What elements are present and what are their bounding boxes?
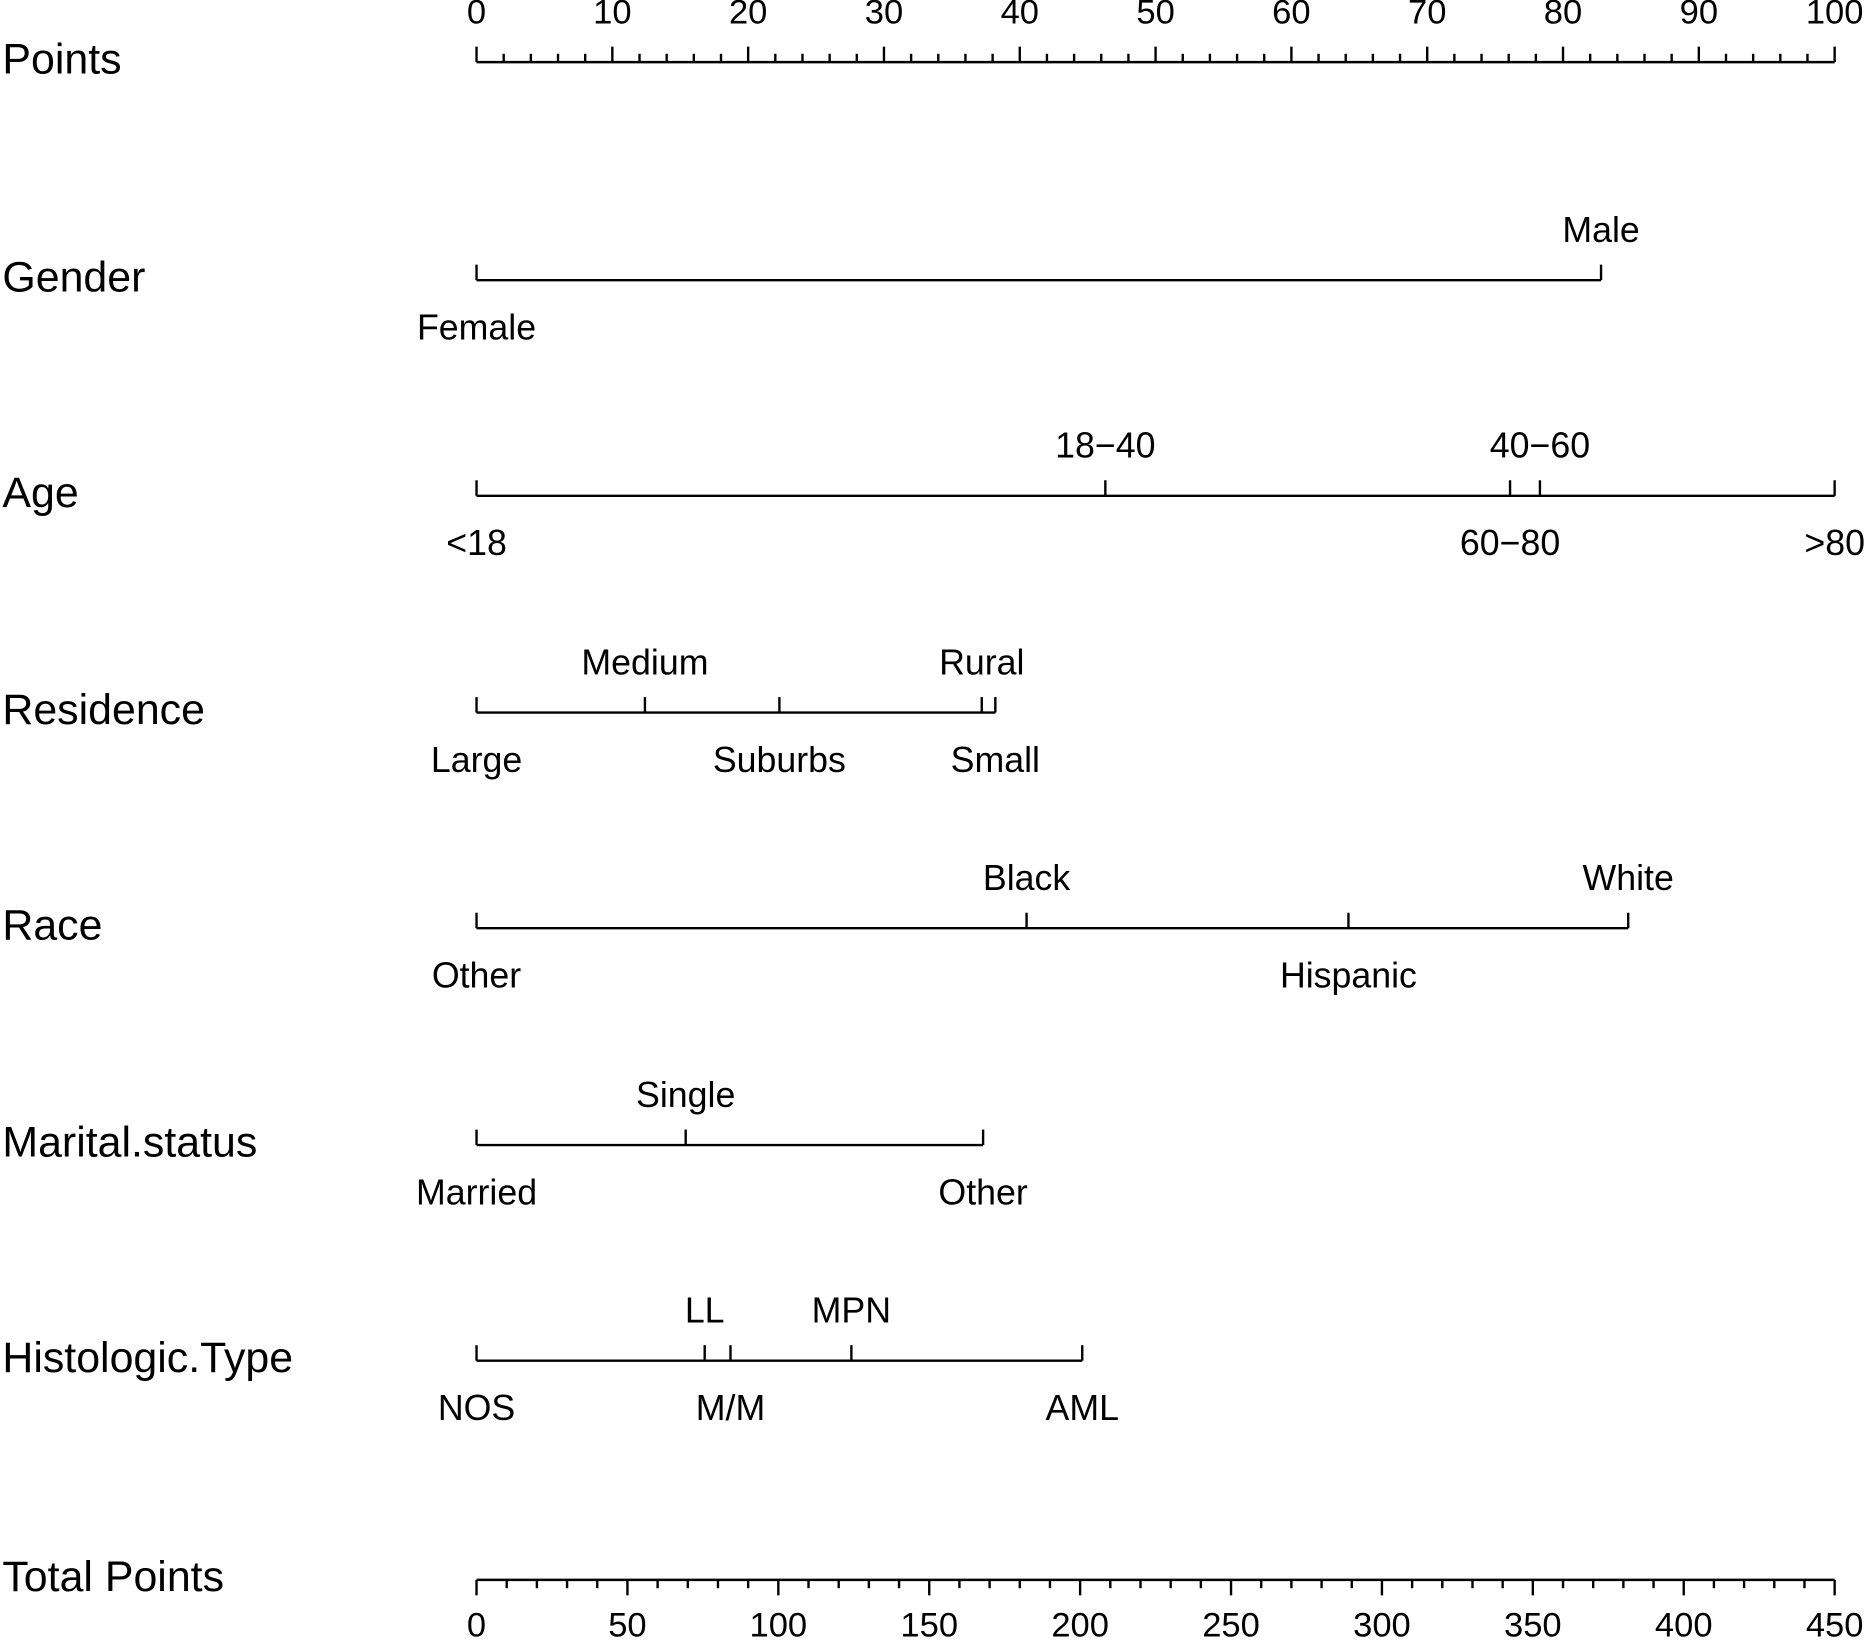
row-label: Total Points — [2, 1553, 224, 1601]
tick-label: 50 — [1136, 0, 1174, 32]
tick-label: 200 — [1051, 1607, 1109, 1642]
level-label: Married — [416, 1173, 537, 1213]
tick-label: 60 — [1272, 0, 1310, 32]
level-label: Large — [431, 740, 522, 780]
level-label: AML — [1046, 1388, 1119, 1428]
tick-label: 0 — [467, 1607, 486, 1642]
level-label: M/M — [696, 1388, 765, 1428]
row-label: Gender — [2, 253, 145, 301]
tick-label: 30 — [865, 0, 903, 32]
level-label: 40−60 — [1490, 426, 1590, 466]
row-label: Residence — [2, 686, 205, 734]
level-label: MPN — [812, 1290, 891, 1330]
tick-label: 10 — [593, 0, 631, 32]
level-label: Single — [636, 1075, 735, 1115]
tick-label: 450 — [1806, 1607, 1864, 1642]
level-label: LL — [685, 1290, 725, 1330]
row-label: Histologic.Type — [2, 1334, 293, 1382]
level-label: Rural — [939, 642, 1024, 682]
tick-label: 400 — [1655, 1607, 1713, 1642]
row-label: Marital.status — [2, 1118, 257, 1166]
level-label: Small — [951, 740, 1040, 780]
level-label: Other — [432, 956, 521, 996]
row-label: Age — [2, 469, 78, 517]
tick-label: 80 — [1544, 0, 1582, 32]
tick-label: 300 — [1353, 1607, 1411, 1642]
row-label: Points — [2, 35, 121, 83]
level-label: Medium — [581, 642, 708, 682]
level-label: >80 — [1804, 523, 1865, 563]
tick-label: 150 — [900, 1607, 958, 1642]
level-label: White — [1583, 858, 1674, 898]
tick-label: 250 — [1202, 1607, 1260, 1642]
row-label: Race — [2, 902, 102, 950]
tick-label: 70 — [1408, 0, 1446, 32]
level-label: 60−80 — [1460, 523, 1560, 563]
level-label: Suburbs — [713, 740, 846, 780]
level-label: Male — [1562, 210, 1639, 250]
level-label: <18 — [446, 523, 507, 563]
tick-label: 20 — [729, 0, 767, 32]
tick-label: 90 — [1680, 0, 1718, 32]
tick-label: 40 — [1001, 0, 1039, 32]
level-label: Other — [938, 1173, 1027, 1213]
level-label: Female — [417, 308, 536, 348]
tick-label: 50 — [608, 1607, 646, 1642]
tick-label: 0 — [467, 0, 486, 32]
level-label: Hispanic — [1280, 956, 1417, 996]
tick-label: 100 — [1806, 0, 1864, 32]
level-label: NOS — [438, 1388, 515, 1428]
level-label: Black — [983, 858, 1070, 898]
tick-label: 100 — [750, 1607, 808, 1642]
tick-label: 350 — [1504, 1607, 1562, 1642]
level-label: 18−40 — [1055, 426, 1155, 466]
